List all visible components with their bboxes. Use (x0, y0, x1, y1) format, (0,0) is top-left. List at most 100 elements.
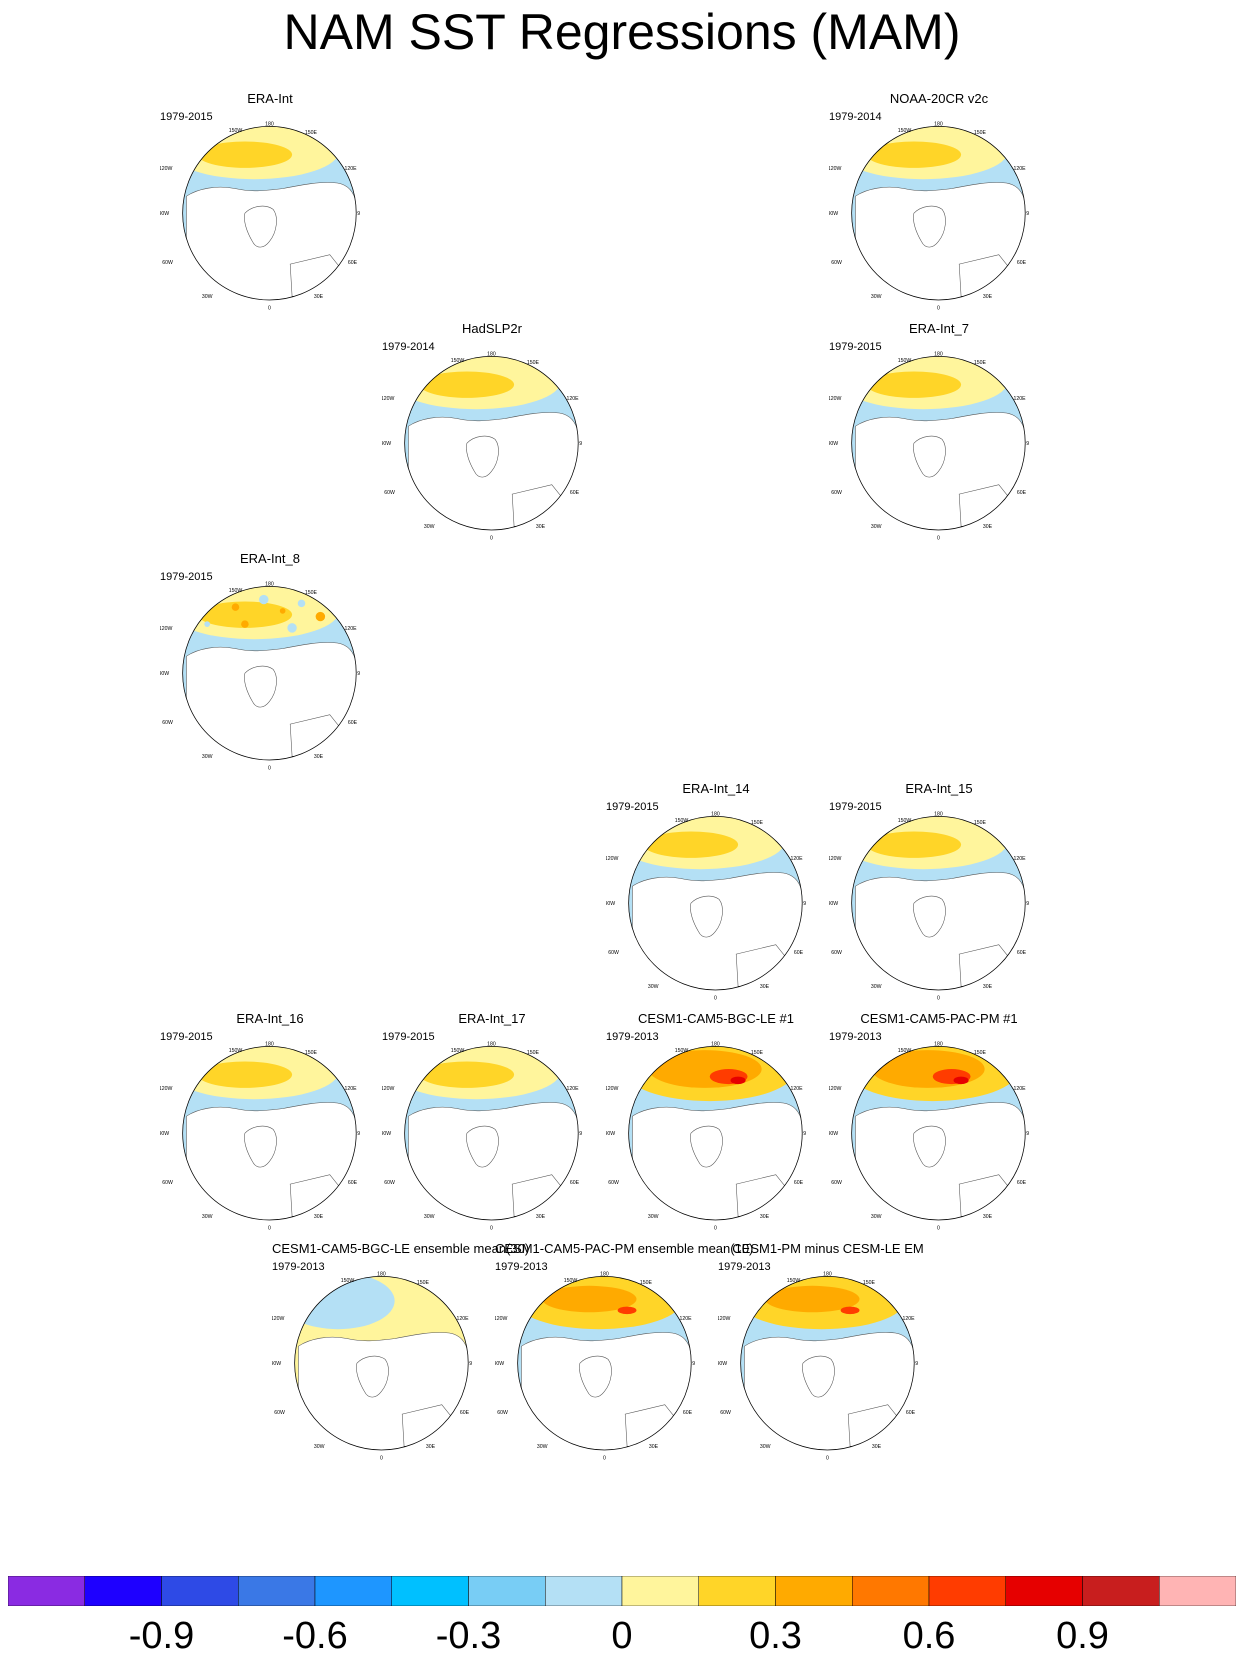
longitude-label: 180 (711, 1041, 720, 1047)
longitude-label: 90W (829, 1131, 838, 1137)
map-boundary (628, 816, 803, 991)
figure-title: NAM SST Regressions (MAM) (283, 4, 961, 60)
colorbar-tick-label: -0.9 (128, 1615, 195, 1657)
longitude-label: 30E (760, 984, 770, 990)
longitude-label: 0 (268, 1225, 271, 1231)
longitude-label: 180 (934, 1041, 943, 1047)
longitude-label: 30E (649, 1444, 659, 1450)
longitude-label: 150W (229, 1048, 243, 1054)
longitude-label: 60W (831, 950, 842, 956)
longitude-label: 0 (603, 1455, 606, 1461)
longitude-label: 120E (903, 1316, 916, 1322)
colorbar-swatch (391, 1576, 469, 1606)
longitude-label: 90W (606, 1131, 615, 1137)
map-panel-era-int-7: ERA-Int_7 1979-2015 180 150W 150E 120W 120E 90W… (829, 322, 1049, 562)
colorbar-swatch (1005, 1576, 1083, 1606)
longitude-label: 120W (382, 396, 395, 402)
colorbar-tick-label: 0 (611, 1615, 633, 1657)
map-panel-cesm-bgc-le-em: CESM1-CAM5-BGC-LE ensemble mean(30) 1979-… (272, 1242, 529, 1482)
panel-title: ERA-Int_17 (458, 1011, 526, 1026)
land-mass (855, 182, 1026, 300)
colorbar-swatch (161, 1576, 239, 1606)
longitude-label: 60W (831, 490, 842, 496)
map-boundary (182, 126, 357, 301)
longitude-label: 90W (382, 441, 391, 447)
longitude-label: 150E (527, 360, 540, 366)
longitude-label: 180 (377, 1271, 386, 1277)
noise-speckle (231, 603, 240, 611)
map-boundary (851, 1046, 1026, 1221)
longitude-label: 30E (760, 1214, 770, 1220)
pacific-anomaly-core (197, 141, 293, 168)
longitude-label: 150E (974, 820, 987, 826)
greenland (802, 1355, 835, 1398)
panel-title: CESM1-CAM5-BGC-LE #1 (637, 1011, 795, 1026)
longitude-label: 60E (906, 1410, 916, 1416)
map-boundary (294, 1276, 469, 1451)
longitude-label: 90E (1026, 1131, 1029, 1137)
longitude-label: 150E (305, 590, 318, 596)
map-boundary (404, 355, 579, 531)
map-panel-era-int-14: ERA-Int_14 1979-2015 180 150W 150E 120W 120E 90… (606, 782, 826, 1022)
panel-title: ERA-Int_14 (682, 781, 750, 796)
pacific-anomaly-core (866, 141, 962, 168)
longitude-label: 150E (417, 1280, 430, 1286)
map-boundary (851, 355, 1026, 531)
longitude-label: 150W (451, 1048, 465, 1054)
longitude-label: 60W (162, 720, 173, 726)
pacific-anomaly-peak (840, 1306, 860, 1315)
polar-sst-map: 180 150W 150E 120W 120E 90W 90E 60W 60E 30W 30E 0 (160, 121, 360, 311)
polar-sst-map: 180 150W 150E 120W 120E 90W 90E 60W 60E 30W 30E 0 (718, 1271, 918, 1461)
longitude-label: 150W (898, 818, 912, 824)
colorbar-swatch (852, 1576, 930, 1606)
longitude-label: 90E (915, 1361, 918, 1367)
panel-period: 1979-2015 (829, 801, 882, 813)
longitude-label: 90E (357, 1131, 360, 1137)
colorbar-swatch (775, 1576, 853, 1606)
colorbar-tick-label: -0.3 (435, 1615, 502, 1657)
longitude-label: 150E (974, 130, 987, 136)
longitude-label: 150W (898, 1048, 912, 1054)
pacific-anomaly-core (419, 371, 515, 398)
pacific-anomaly-core (197, 601, 293, 628)
longitude-label: 60E (1017, 260, 1027, 266)
panel-period: 1979-2015 (160, 111, 213, 123)
longitude-label: 0 (714, 995, 717, 1001)
longitude-label: 60W (384, 490, 395, 496)
pacific-anomaly-core (871, 1050, 985, 1088)
longitude-label: 180 (823, 1271, 832, 1277)
panel-title: ERA-Int (247, 91, 293, 106)
panel-period: 1979-2015 (382, 1031, 435, 1043)
colorbar-swatch (84, 1576, 162, 1606)
longitude-label: 90W (382, 1131, 391, 1137)
longitude-label: 150W (898, 128, 912, 134)
land-mass (186, 1102, 357, 1220)
longitude-label: 180 (265, 121, 274, 127)
map-boundary (851, 126, 1026, 301)
longitude-label: 150W (787, 1278, 801, 1284)
longitude-label: 0 (268, 305, 271, 311)
longitude-label: 60W (720, 1410, 731, 1416)
longitude-label: 30E (314, 754, 324, 760)
longitude-label: 30E (314, 294, 324, 300)
map-panel-hadslp2r: HadSLP2r 1979-2014 180 150W 150E 120W 120E 90W 9… (382, 322, 602, 562)
longitude-label: 120W (829, 1086, 842, 1092)
longitude-label: 150E (863, 1280, 876, 1286)
colorbar-swatch (314, 1576, 392, 1606)
longitude-label: 150W (229, 588, 243, 594)
pacific-anomaly-core (419, 1061, 515, 1088)
longitude-label: 0 (268, 765, 271, 771)
longitude-label: 60E (460, 1410, 470, 1416)
longitude-label: 30E (983, 294, 993, 300)
longitude-label: 120W (829, 396, 842, 402)
map-panel-cesm-pac-pm-em: CESM1-CAM5-PAC-PM ensemble mean(10) 1979-… (495, 1242, 753, 1482)
longitude-label: 60E (570, 1180, 580, 1186)
land-mass (298, 1332, 469, 1450)
longitude-label: 60W (384, 1180, 395, 1186)
greenland (690, 1125, 723, 1168)
longitude-label: 150E (751, 820, 764, 826)
colorbar-swatch (8, 1576, 85, 1606)
map-boundary (182, 1046, 357, 1221)
polar-sst-map: 180 150W 150E 120W 120E 90W 90E 60W 60E 30W 30E 0 (829, 811, 1029, 1001)
land-mass (855, 1102, 1026, 1220)
